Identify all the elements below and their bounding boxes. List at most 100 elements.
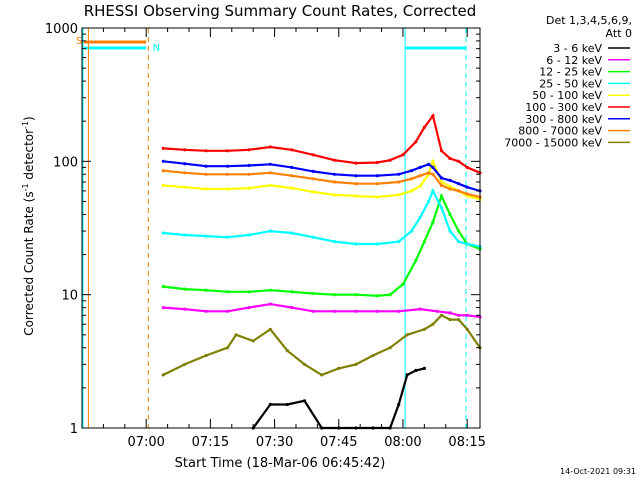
data-point xyxy=(268,171,272,175)
data-point xyxy=(448,212,452,216)
data-point xyxy=(375,242,379,246)
data-point xyxy=(302,399,307,403)
data-point xyxy=(247,306,251,310)
data-point xyxy=(457,318,461,322)
data-point xyxy=(375,174,379,178)
data-point xyxy=(414,259,418,263)
data-point xyxy=(247,186,251,190)
data-point xyxy=(418,184,422,188)
data-point xyxy=(354,362,358,366)
data-point xyxy=(332,240,337,244)
data-point xyxy=(457,189,461,193)
data-point xyxy=(302,362,307,366)
legend-entry-label: 7000 - 15000 keV xyxy=(504,136,602,149)
data-point xyxy=(409,177,414,181)
legend-header-line-1: Det 1,3,4,5,6,9, xyxy=(546,14,632,27)
data-point xyxy=(225,172,230,176)
data-point xyxy=(354,161,358,165)
data-point xyxy=(251,339,255,343)
data-point xyxy=(183,307,187,311)
data-point xyxy=(427,171,431,175)
data-point xyxy=(401,282,405,286)
data-point xyxy=(405,373,409,377)
x-tick-label: 07:45 xyxy=(320,435,357,450)
data-point xyxy=(161,231,165,235)
data-point xyxy=(418,215,422,219)
axes: 1 10 100 1000 07:00 07:15 07:30 07:45 08:00 08:15 xyxy=(45,22,486,450)
data-point xyxy=(204,234,208,238)
data-point xyxy=(414,368,418,373)
plot-area: SN xyxy=(76,28,482,430)
data-point xyxy=(204,288,208,292)
data-point xyxy=(439,176,444,180)
chart-title: RHESSI Observing Summary Count Rates, Co… xyxy=(84,2,477,20)
data-point xyxy=(422,327,426,331)
data-point xyxy=(431,189,435,193)
data-point xyxy=(448,184,452,188)
x-axis-label: Start Time (18-Mar-06 06:45:42) xyxy=(175,456,386,471)
data-point xyxy=(161,159,165,163)
data-point xyxy=(409,169,414,173)
data-point xyxy=(448,187,452,191)
data-point xyxy=(183,171,187,175)
data-point xyxy=(388,293,392,297)
data-point xyxy=(375,294,379,298)
data-point xyxy=(397,193,401,197)
data-point xyxy=(332,172,337,176)
y-tick-label: 1000 xyxy=(45,22,78,37)
data-point xyxy=(332,309,337,313)
data-point xyxy=(183,362,187,366)
legend-entry-label: 800 - 7000 keV xyxy=(518,125,602,138)
data-point xyxy=(409,189,414,193)
data-point xyxy=(285,349,289,353)
data-point xyxy=(388,346,392,350)
footer-date: 14-Oct-2021 09:31 xyxy=(560,467,636,476)
data-point xyxy=(247,163,251,168)
data-point xyxy=(332,180,337,184)
data-point xyxy=(409,229,414,233)
saa-flag-label: S xyxy=(76,36,82,47)
data-point xyxy=(388,158,392,162)
data-point xyxy=(439,313,444,317)
legend-entry-label: 6 - 12 keV xyxy=(546,54,602,67)
data-point xyxy=(204,309,208,313)
data-point xyxy=(225,187,230,191)
data-point xyxy=(290,231,294,235)
data-point xyxy=(397,309,401,313)
data-point xyxy=(247,233,251,237)
data-point xyxy=(431,114,435,118)
y-tick-label: 10 xyxy=(61,289,78,304)
data-point xyxy=(268,229,272,233)
data-point xyxy=(448,178,452,182)
data-point xyxy=(448,318,452,322)
data-point xyxy=(225,309,230,313)
data-point xyxy=(465,185,469,189)
data-point xyxy=(161,146,165,150)
data-point xyxy=(311,309,315,313)
data-point xyxy=(418,307,422,311)
data-point xyxy=(465,192,469,196)
data-point xyxy=(422,366,426,370)
data-point xyxy=(225,290,230,294)
data-point xyxy=(332,158,337,162)
data-point xyxy=(431,165,435,169)
legend-entry-label: 25 - 50 keV xyxy=(539,77,602,90)
data-point xyxy=(161,373,165,377)
data-point xyxy=(422,240,426,244)
data-point xyxy=(247,148,251,152)
data-point xyxy=(375,195,379,199)
series-line-3 xyxy=(163,188,481,248)
data-point xyxy=(204,353,208,358)
data-point xyxy=(311,190,315,194)
data-point xyxy=(204,172,208,176)
data-point xyxy=(225,346,230,350)
series-line-8 xyxy=(162,313,481,377)
data-point xyxy=(268,288,272,292)
data-point xyxy=(247,290,251,294)
data-point xyxy=(354,293,358,297)
data-point xyxy=(439,149,444,153)
data-point xyxy=(465,313,469,317)
data-point xyxy=(354,242,358,246)
